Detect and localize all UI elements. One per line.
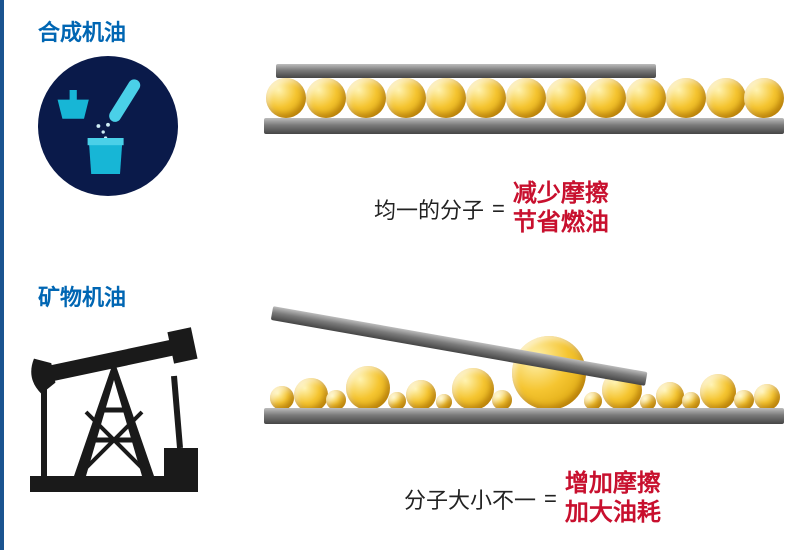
synthetic-title: 合成机油 — [38, 15, 126, 47]
molecule — [656, 382, 684, 410]
mineral-caption: 分子大小不一 = 增加摩擦 加大油耗 — [404, 470, 661, 528]
molecule — [452, 368, 494, 410]
molecule — [744, 78, 784, 118]
mineral-caption-right: 增加摩擦 加大油耗 — [565, 470, 661, 528]
molecule — [626, 78, 666, 118]
molecule — [426, 78, 466, 118]
molecule — [266, 78, 306, 118]
molecule — [734, 390, 754, 410]
molecule — [294, 378, 328, 412]
mineral-molecule-diagram — [264, 300, 784, 460]
molecule — [492, 390, 512, 410]
molecule — [386, 78, 426, 118]
molecule — [466, 78, 506, 118]
molecule — [546, 78, 586, 118]
molecule — [306, 78, 346, 118]
mineral-caption-left: 分子大小不一 — [404, 483, 536, 515]
synthetic-result-line1: 减少摩擦 — [513, 180, 609, 207]
molecule — [754, 384, 780, 410]
synthetic-caption-left: 均一的分子 — [374, 193, 484, 225]
synthetic-result-line2: 节省燃油 — [513, 209, 609, 236]
metal-bar — [264, 408, 784, 424]
molecule — [346, 366, 390, 410]
molecule — [586, 78, 626, 118]
molecule — [270, 386, 294, 410]
oil-pumpjack-icon — [24, 320, 204, 500]
synthetic-caption: 均一的分子 = 减少摩擦 节省燃油 — [374, 180, 609, 238]
equals-sign: = — [492, 196, 505, 222]
molecule — [706, 78, 746, 118]
molecule — [326, 390, 346, 410]
mineral-title: 矿物机油 — [38, 280, 126, 312]
metal-bar — [264, 118, 784, 134]
metal-bar — [276, 64, 656, 78]
molecule — [506, 78, 546, 118]
molecule — [666, 78, 706, 118]
molecule — [346, 78, 386, 118]
synthetic-caption-right: 减少摩擦 节省燃油 — [513, 180, 609, 238]
mineral-result-line1: 增加摩擦 — [565, 470, 661, 497]
molecule — [700, 374, 736, 410]
molecule — [406, 380, 436, 410]
lab-equipment-icon — [38, 56, 178, 196]
equals-sign: = — [544, 486, 557, 512]
synthetic-molecule-diagram — [264, 50, 784, 180]
mineral-result-line2: 加大油耗 — [565, 499, 661, 526]
